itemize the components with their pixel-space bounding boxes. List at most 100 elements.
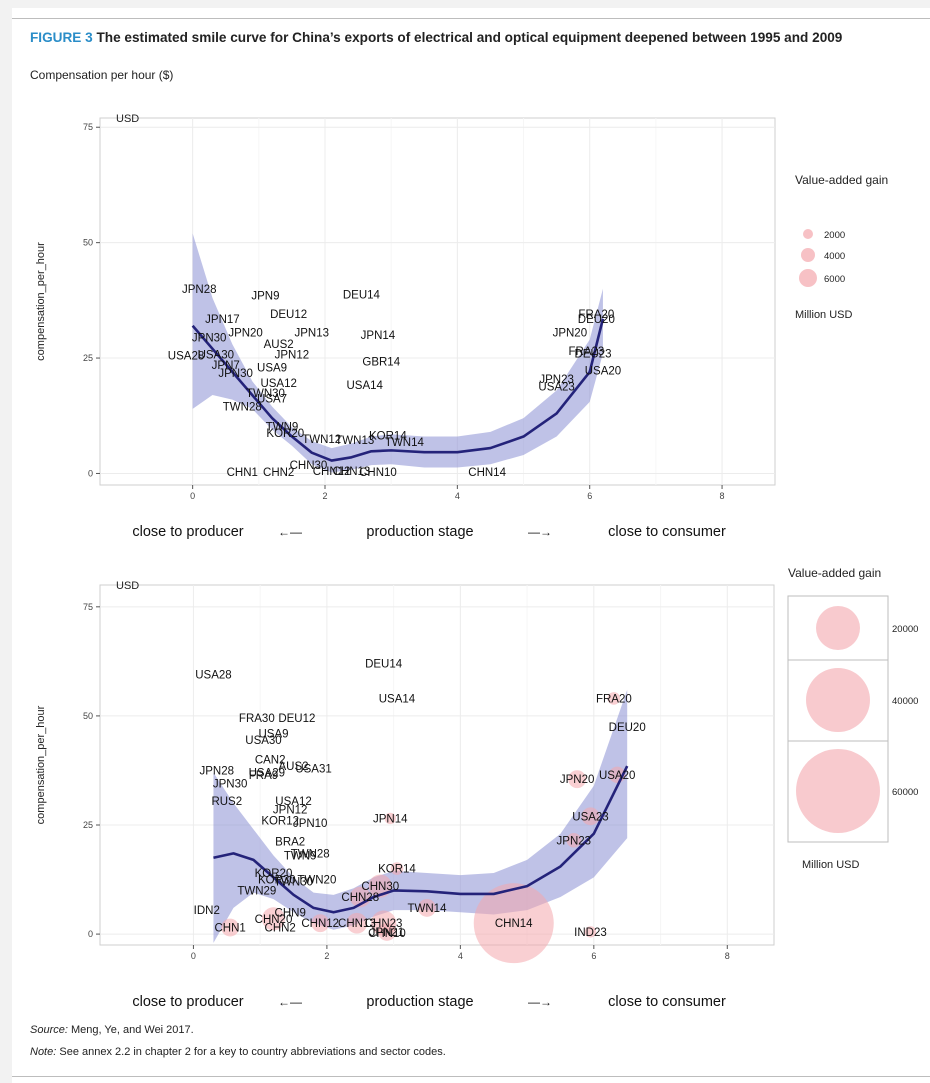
point-label: USA12 [275,796,311,808]
note-label: Note: [30,1046,57,1058]
point-label: CHN13 [338,918,376,930]
x-tick-label: 2 [324,951,329,961]
legend-title: Value-added gain [788,566,881,580]
x-label-producer: close to producer [132,524,243,540]
smooth-curve [213,765,629,914]
point-label: DEU20 [609,722,646,734]
point-label: CAN2 [255,755,286,767]
legend-title: Value-added gain [795,173,888,187]
legend-value: 20000 [892,624,918,635]
point-label: TWN28 [223,402,262,414]
value-bubble [378,922,396,941]
point-label: KOR30 [258,875,296,887]
point-label: USA14 [379,693,416,705]
point-label: CHN10 [368,928,406,940]
figure-label: FIGURE 3 [30,30,93,45]
value-bubble [584,926,597,938]
point-label: CHN30 [290,460,328,472]
value-bubble [311,914,330,933]
point-label: CHN30 [361,881,399,893]
point-label: USA30 [245,735,281,747]
point-label: JPN30 [192,332,227,344]
y-tick-label: 50 [83,711,93,721]
point-label: USA23 [572,811,608,823]
point-label: KOR20 [255,868,293,880]
x-arrow-right: —→ [528,995,552,1009]
point-label: CHN14 [495,918,533,930]
point-label: TWN9 [266,421,299,433]
confidence-band [213,689,628,943]
point-label: USA29 [249,768,285,780]
point-label: TWN14 [385,437,425,449]
point-label: JPN28 [200,765,235,777]
point-label: TWN9 [284,851,317,863]
point-label: TWN13 [335,435,374,447]
point-label: GBR14 [362,356,400,368]
legend-value: 40000 [892,696,918,707]
point-label: JPN21 [370,927,405,939]
point-label: FRA20 [596,693,632,705]
point-label: USA23 [538,382,574,394]
x-label-stage: production stage [366,524,473,540]
point-label: RUS2 [211,796,242,808]
source-text: Meng, Ye, and Wei 2017. [70,1024,194,1036]
point-label: JPN12 [275,349,310,361]
chart-panel-1995: 0 2 4 6 8 0 25 50 75 USD compensation_per_hour JPN2… [35,113,888,540]
point-label: CHN9 [275,907,306,919]
point-label: CHN1 [227,467,258,479]
point-label: FRA23 [568,346,604,358]
point-label: CHN2 [265,923,296,935]
point-label: KOR20 [266,428,304,440]
legend-value: 6000 [824,274,845,285]
point-label: CHN28 [341,892,379,904]
chart-panel-2009: 0 2 4 6 8 0 25 50 75 USD compensation_per_hour USA2… [35,566,918,1010]
point-label: TWN28 [291,848,330,860]
y-tick-label: 25 [83,820,93,830]
point-label: JPN30 [218,368,253,380]
point-label: JPN17 [205,314,240,326]
source-note: Source: Meng, Ye, and Wei 2017. [30,1024,194,1036]
figure-page: FIGURE 3 The estimated smile curve for C… [12,8,930,1083]
point-label: USA14 [346,380,383,392]
point-label: CHN10 [359,467,397,479]
smooth-curve [191,318,605,462]
y-tick-label: 0 [88,929,93,939]
point-label: USA9 [258,728,288,740]
legend-bubble [801,248,815,262]
point-label: DEU20 [578,314,615,326]
value-bubble [384,812,396,825]
x-tick-label: 6 [591,951,596,961]
point-label: JPN14 [361,330,396,342]
legend-value: 60000 [892,787,918,798]
point-label: USA31 [295,763,331,775]
point-label: JPN12 [273,805,308,817]
point-label: JPN9 [251,291,279,303]
point-label: TWN20 [297,875,336,887]
y-tick-label: 0 [88,468,93,478]
point-label: JPN23 [557,835,592,847]
value-bubble [346,912,368,934]
source-label: Source: [30,1024,68,1036]
point-label: BRA2 [275,837,305,849]
point-label: TWN29 [237,885,276,897]
point-label: DEU14 [343,289,381,301]
x-tick-label: 0 [190,491,195,501]
point-label: JPN23 [539,374,574,386]
point-label: DEU23 [574,348,611,360]
legend-value: 4000 [824,251,845,262]
point-label: USA20 [599,770,635,782]
point-label: CHN23 [365,918,403,930]
legend-bubble [799,269,817,287]
point-label: IND23 [574,927,607,939]
y-axis-label: compensation_per_hour [35,705,47,824]
panel-label: USD [116,113,139,125]
x-label-producer: close to producer [132,994,243,1010]
point-label: DEU12 [278,713,315,725]
x-label-consumer: close to consumer [608,524,726,540]
x-tick-label: 2 [322,491,327,501]
point-label: JPN20 [228,328,263,340]
legend-bubble [816,606,860,650]
y-tick-label: 75 [83,602,93,612]
point-label: USA28 [195,669,231,681]
point-label: CHN1 [214,923,245,935]
